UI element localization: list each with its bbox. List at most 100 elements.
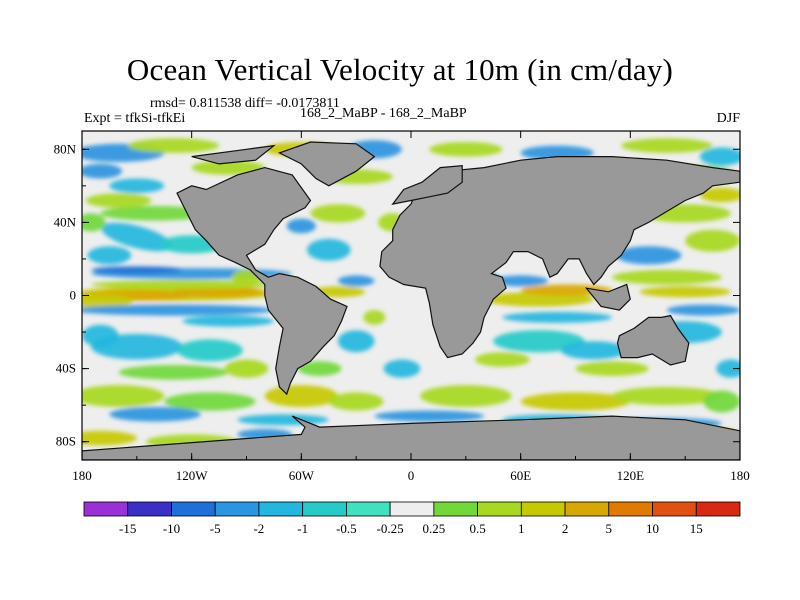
colorbar-swatch [302, 501, 347, 517]
season-label: DJF [716, 111, 740, 126]
colorbar-level-label: 15 [690, 521, 703, 536]
colorbar-swatch [127, 501, 172, 517]
land-americas [176, 166, 348, 396]
field-patch [182, 315, 274, 327]
cases-label: 168_2_MaBP - 168_2_MaBP [300, 106, 467, 121]
land-greenland [277, 141, 376, 187]
field-patch [286, 218, 316, 234]
colorbar-level-label: 2 [562, 521, 569, 536]
x-tick-label: 0 [408, 468, 415, 483]
field-patch [337, 330, 375, 353]
colorbar-level-label: 0.5 [469, 521, 485, 536]
field-patch [685, 229, 740, 252]
x-tick-label: 60E [510, 468, 531, 483]
land-antarctica [82, 415, 740, 460]
field-patch [82, 213, 106, 232]
y-axis: 80N 40N 0 40S 80S [54, 141, 740, 449]
land-europe-north [391, 165, 463, 205]
land-arctic-islands [191, 144, 276, 165]
field-patch [374, 410, 485, 422]
x-tick-label: 120W [176, 468, 209, 483]
field-patch [363, 310, 386, 325]
colorbar-level-label: -1 [297, 521, 308, 536]
colorbar-swatch [389, 501, 435, 517]
field-patch [191, 160, 265, 175]
field-patch [109, 178, 165, 194]
field-patch [639, 286, 731, 298]
x-tick-label: 180 [72, 468, 92, 483]
field-patch [82, 324, 119, 347]
field-patch [237, 414, 329, 426]
colorbar-level-label: 5 [606, 521, 613, 536]
land-maritime-asia [585, 283, 631, 311]
x-tick-label: 60W [289, 468, 315, 483]
colorbar-swatch [608, 501, 653, 517]
land-australia [616, 314, 690, 366]
y-tick-label: 40N [54, 214, 77, 229]
field-patch [264, 385, 338, 407]
field-patch [82, 304, 274, 316]
field-patch [575, 361, 649, 376]
field-patch [383, 359, 421, 378]
field-patch [420, 385, 512, 407]
field-patch [91, 279, 274, 290]
field-patch [429, 142, 503, 157]
field-patch [328, 392, 384, 411]
colorbar-swatch [695, 501, 741, 517]
field-patch [666, 304, 740, 316]
field-patch [87, 246, 132, 265]
y-tick-label: 80S [56, 434, 76, 449]
field-patch [164, 392, 256, 411]
x-axis: 180 120W 60W 0 60E 120E 180 [72, 131, 750, 483]
field-patch [310, 204, 366, 223]
colorbar-swatch [171, 501, 216, 517]
field-patch [699, 147, 740, 166]
field-patch [493, 330, 585, 353]
field-patch [297, 361, 342, 376]
field-patch [484, 291, 594, 307]
field-patch [127, 138, 220, 153]
field-patch [177, 339, 243, 362]
field-patch [100, 206, 210, 221]
field-patch [493, 275, 549, 287]
field-patch [82, 430, 137, 446]
colorbar-level-label: -0.25 [377, 521, 404, 536]
colorbar-level-label: 1 [518, 521, 525, 536]
y-tick-label: 40S [56, 361, 76, 376]
field-patch [118, 365, 229, 380]
colorbar-level-label: -10 [163, 521, 180, 536]
field-patch [109, 407, 201, 422]
colorbar-swatch [652, 501, 697, 517]
field-patch [306, 238, 351, 261]
experiment-label: Expt = tfkSi-tfkEi [84, 111, 186, 126]
field-patch [224, 359, 269, 378]
colorbar-level-label: -15 [119, 521, 136, 536]
colorbar-level-label: -5 [210, 521, 221, 536]
plot-title: Ocean Vertical Velocity at 10m (in cm/da… [126, 52, 674, 87]
y-tick-label: 0 [70, 288, 77, 303]
field-patch [716, 359, 740, 378]
field-patch [82, 385, 165, 407]
field-patch [91, 266, 183, 274]
colorbar-level-label: -0.5 [336, 521, 357, 536]
field-patch [82, 293, 134, 309]
colorbar-level-label: 0.25 [423, 521, 446, 536]
field-patch [560, 341, 627, 360]
colorbar-swatch [564, 501, 610, 517]
colorbar-level-label: -2 [253, 521, 264, 536]
field-patch [612, 269, 722, 285]
colorbar-swatch [433, 501, 478, 517]
field-patch [621, 138, 713, 153]
colorbar: -15 -10 -5 -2 -1 -0.5 -0.25 0.25 0.5 1 2 5 10 15 [83, 501, 741, 536]
colorbar-swatch [520, 501, 566, 517]
y-tick-label: 80N [54, 141, 77, 156]
field-patch [173, 286, 265, 298]
field-patch [520, 284, 613, 296]
colorbar-swatch [214, 501, 260, 517]
land-mask [82, 141, 740, 460]
field-patch [699, 187, 740, 203]
field-patch [337, 275, 375, 287]
colorbar-swatch [83, 501, 129, 517]
field-patch [615, 246, 682, 265]
